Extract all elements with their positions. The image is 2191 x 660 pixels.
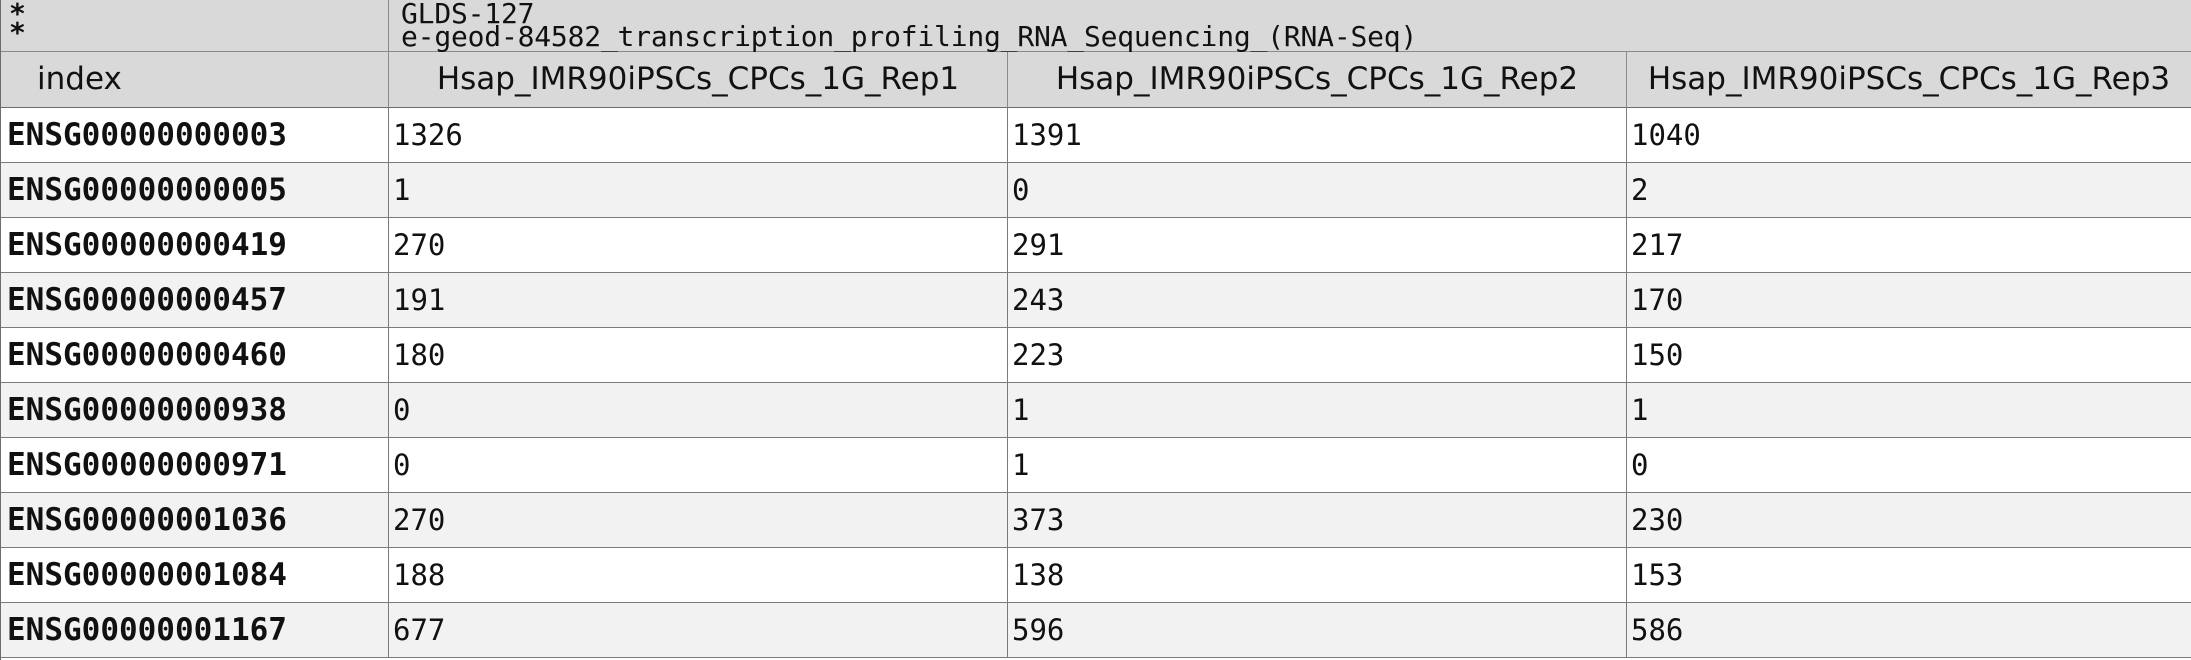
value-cell[interactable]: 0: [1627, 438, 2191, 493]
row-index-cell[interactable]: ENSG00000000003: [1, 108, 389, 163]
value-cell[interactable]: 0: [389, 438, 1008, 493]
value-cell[interactable]: 188: [389, 548, 1008, 603]
value-cell[interactable]: 170: [1627, 273, 2191, 328]
metadata-marker-cell: * *: [1, 0, 389, 51]
metadata-marker: *: [9, 0, 26, 30]
value-cell[interactable]: 596: [1008, 603, 1627, 658]
assay-name: e-geod-84582_transcription_profiling_RNA…: [401, 20, 1418, 53]
value-cell[interactable]: 1: [1008, 438, 1627, 493]
metadata-info-cell: GLDS-127 e-geod-84582_transcription_prof…: [389, 0, 2191, 51]
value-cell[interactable]: 1391: [1008, 108, 1627, 163]
value-cell[interactable]: 180: [389, 328, 1008, 383]
row-index-cell[interactable]: ENSG00000000419: [1, 218, 389, 273]
value-cell[interactable]: 2: [1627, 163, 2191, 218]
column-header-rep1[interactable]: Hsap_IMR90iPSCs_CPCs_1G_Rep1: [389, 52, 1008, 108]
value-cell[interactable]: 243: [1008, 273, 1627, 328]
row-index-cell[interactable]: ENSG00000000457: [1, 273, 389, 328]
metadata-header: * * GLDS-127 e-geod-84582_transcription_…: [1, 0, 2191, 52]
value-cell[interactable]: 270: [389, 218, 1008, 273]
row-index-cell[interactable]: ENSG00000001167: [1, 603, 389, 658]
value-cell[interactable]: 153: [1627, 548, 2191, 603]
dataset-id: GLDS-127: [401, 0, 535, 30]
value-cell[interactable]: 1326: [389, 108, 1008, 163]
value-cell[interactable]: 217: [1627, 218, 2191, 273]
metadata-marker: *: [9, 16, 26, 49]
column-header-index[interactable]: index: [1, 52, 389, 108]
value-cell[interactable]: 138: [1008, 548, 1627, 603]
row-index-cell[interactable]: ENSG00000001036: [1, 493, 389, 548]
value-cell[interactable]: 677: [389, 603, 1008, 658]
value-cell[interactable]: 1: [389, 163, 1008, 218]
value-cell[interactable]: 0: [389, 383, 1008, 438]
value-cell[interactable]: 270: [389, 493, 1008, 548]
value-cell[interactable]: 373: [1008, 493, 1627, 548]
value-cell[interactable]: 291: [1008, 218, 1627, 273]
value-cell[interactable]: 150: [1627, 328, 2191, 383]
value-cell[interactable]: 1: [1627, 383, 2191, 438]
value-cell[interactable]: 191: [389, 273, 1008, 328]
row-index-cell[interactable]: ENSG00000001084: [1, 548, 389, 603]
value-cell[interactable]: 0: [1008, 163, 1627, 218]
value-cell[interactable]: 230: [1627, 493, 2191, 548]
column-header-rep3[interactable]: Hsap_IMR90iPSCs_CPCs_1G_Rep3: [1627, 52, 2191, 108]
row-index-cell[interactable]: ENSG00000000460: [1, 328, 389, 383]
row-index-cell[interactable]: ENSG00000000971: [1, 438, 389, 493]
row-index-cell[interactable]: ENSG00000000005: [1, 163, 389, 218]
value-cell[interactable]: 1040: [1627, 108, 2191, 163]
value-cell[interactable]: 1: [1008, 383, 1627, 438]
column-header-rep2[interactable]: Hsap_IMR90iPSCs_CPCs_1G_Rep2: [1008, 52, 1627, 108]
row-index-cell[interactable]: ENSG00000000938: [1, 383, 389, 438]
data-grid: index Hsap_IMR90iPSCs_CPCs_1G_Rep1 Hsap_…: [1, 52, 2191, 658]
value-cell[interactable]: 586: [1627, 603, 2191, 658]
value-cell[interactable]: 223: [1008, 328, 1627, 383]
